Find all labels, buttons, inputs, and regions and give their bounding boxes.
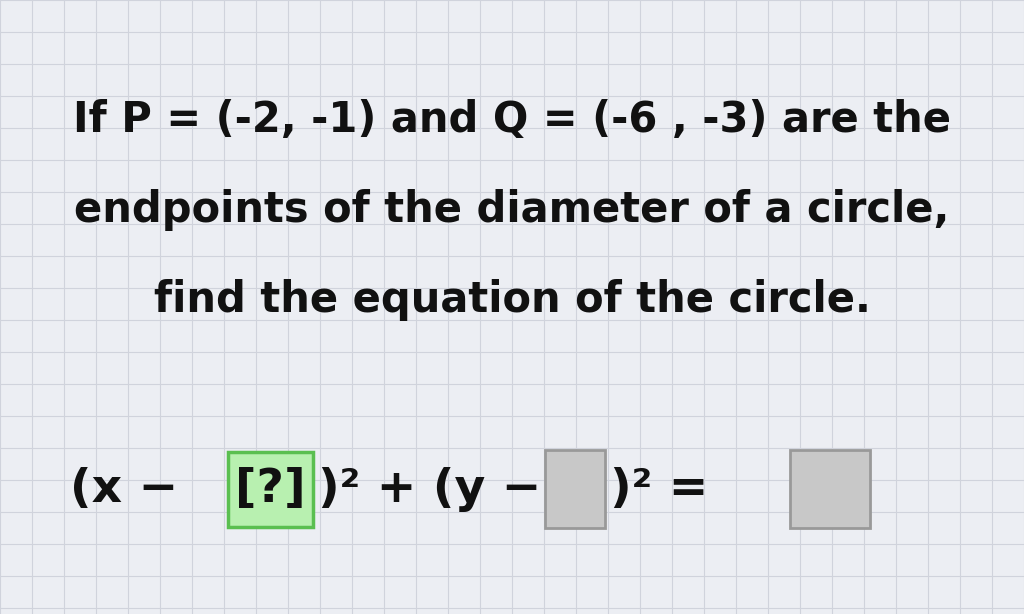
FancyBboxPatch shape [545,450,605,528]
Text: find the equation of the circle.: find the equation of the circle. [154,279,870,321]
FancyBboxPatch shape [790,450,870,528]
Text: (x −: (x − [70,467,195,513]
Text: [?]: [?] [236,467,306,513]
Text: )² =: )² = [610,467,725,513]
Text: )² + (y −: )² + (y − [318,467,558,513]
Text: If P = (-2, -1) and Q = (-6 , -3) are the: If P = (-2, -1) and Q = (-6 , -3) are th… [73,99,951,141]
FancyBboxPatch shape [228,452,313,527]
Text: endpoints of the diameter of a circle,: endpoints of the diameter of a circle, [75,189,949,231]
